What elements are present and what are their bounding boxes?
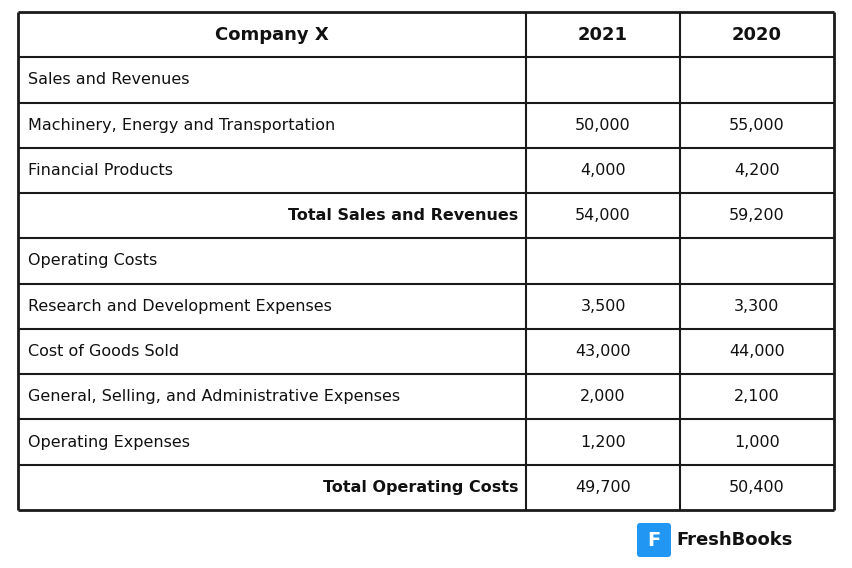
Text: Operating Expenses: Operating Expenses [28, 435, 190, 450]
Text: Research and Development Expenses: Research and Development Expenses [28, 299, 332, 314]
FancyBboxPatch shape [637, 523, 671, 557]
Text: 55,000: 55,000 [729, 118, 785, 133]
Text: 1,000: 1,000 [734, 435, 780, 450]
Text: 50,400: 50,400 [729, 480, 785, 495]
Text: 1,200: 1,200 [580, 435, 626, 450]
Text: Total Sales and Revenues: Total Sales and Revenues [288, 208, 518, 223]
Text: 4,200: 4,200 [734, 163, 780, 178]
Text: 49,700: 49,700 [575, 480, 631, 495]
Text: 50,000: 50,000 [575, 118, 631, 133]
Text: 3,500: 3,500 [580, 299, 626, 314]
Text: Company X: Company X [216, 26, 329, 44]
Text: Machinery, Energy and Transportation: Machinery, Energy and Transportation [28, 118, 335, 133]
Text: Total Operating Costs: Total Operating Costs [323, 480, 518, 495]
Text: 2020: 2020 [732, 26, 782, 44]
Text: General, Selling, and Administrative Expenses: General, Selling, and Administrative Exp… [28, 389, 400, 404]
Text: 59,200: 59,200 [729, 208, 785, 223]
Text: 2,000: 2,000 [580, 389, 626, 404]
Text: FreshBooks: FreshBooks [676, 531, 792, 549]
Text: 54,000: 54,000 [575, 208, 631, 223]
Text: 43,000: 43,000 [575, 344, 630, 359]
Text: Operating Costs: Operating Costs [28, 253, 158, 269]
Text: Cost of Goods Sold: Cost of Goods Sold [28, 344, 179, 359]
Text: Sales and Revenues: Sales and Revenues [28, 72, 189, 87]
Text: 2,100: 2,100 [734, 389, 780, 404]
Text: 44,000: 44,000 [729, 344, 785, 359]
Text: 4,000: 4,000 [580, 163, 626, 178]
Text: 2021: 2021 [578, 26, 628, 44]
Text: Financial Products: Financial Products [28, 163, 173, 178]
Text: 3,300: 3,300 [734, 299, 780, 314]
Text: F: F [648, 531, 660, 549]
